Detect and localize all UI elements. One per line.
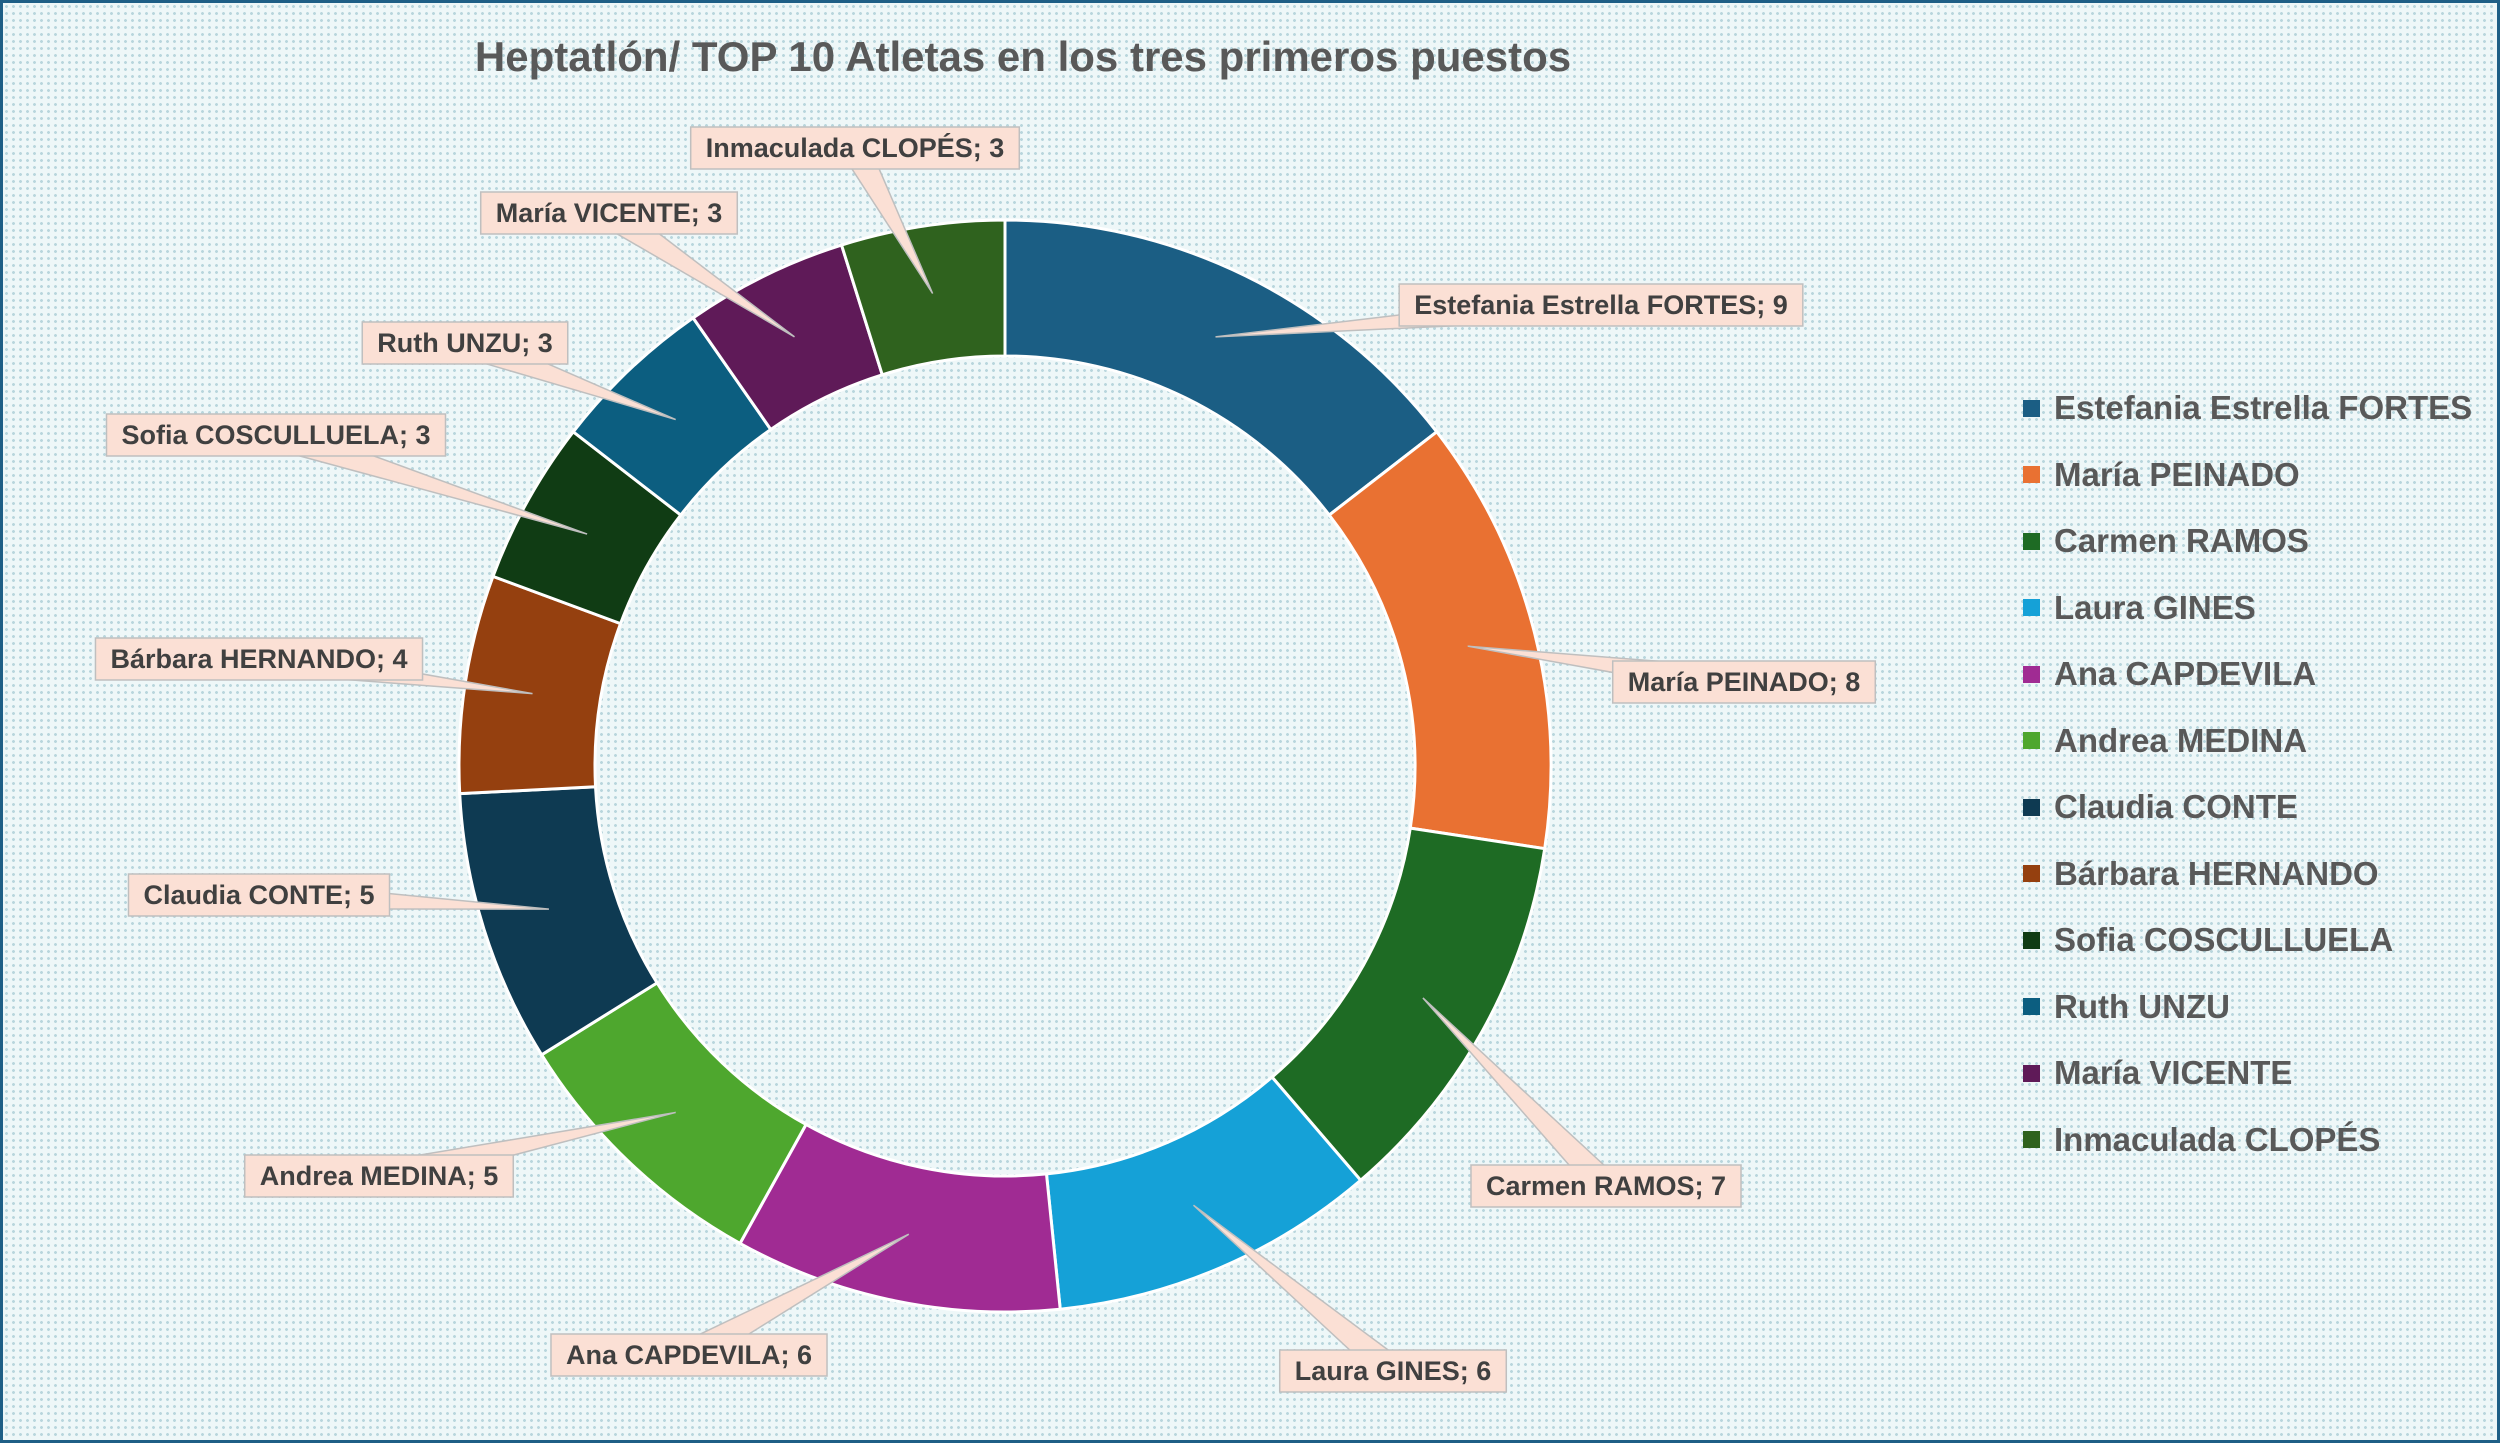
legend: Estefania Estrella FORTES María PEINADO Ca… [2023, 375, 2483, 1173]
data-label-text: Ruth UNZU; 3 [377, 328, 552, 358]
legend-label: Estefania Estrella FORTES [2054, 389, 2473, 427]
data-label-box [1611, 660, 1877, 704]
data-label-box [361, 321, 569, 365]
legend-item-estefania-estrella-fortes: Estefania Estrella FORTES [2023, 375, 2483, 442]
data-label-box [94, 637, 424, 681]
data-label-estefania-estrella-fortes: Estefania Estrella FORTES; 9 [1398, 283, 1804, 327]
slice-maria-peinado [1327, 429, 1553, 851]
legend-swatch [2023, 1131, 2040, 1149]
legend-label: Laura GINES [2054, 588, 2256, 626]
data-label-andrea-medina: Andrea MEDINA; 5 [243, 1154, 515, 1198]
data-label-maria-vicente: María VICENTE; 3 [479, 191, 739, 235]
legend-item-ruth-unzu: Ruth UNZU [2023, 974, 2483, 1041]
legend-label: María VICENTE [2054, 1054, 2293, 1092]
data-label-text: Andrea MEDINA; 5 [260, 1161, 499, 1191]
data-label-laura-gines: Laura GINES; 6 [1278, 1349, 1508, 1393]
data-label-text: Bárbara HERNANDO; 4 [110, 644, 407, 674]
data-label-box [689, 126, 1021, 170]
data-label-text: Carmen RAMOS; 7 [1486, 1171, 1726, 1201]
legend-label: María PEINADO [2054, 455, 2300, 493]
data-label-text: Estefania Estrella FORTES; 9 [1414, 290, 1788, 320]
legend-swatch [2023, 665, 2040, 683]
legend-swatch [2023, 798, 2040, 816]
data-label-inmaculada-clopes: Inmaculada CLOPÉS; 3 [689, 126, 1021, 170]
data-label-text: Ana CAPDEVILA; 6 [566, 1340, 812, 1370]
legend-swatch [2023, 532, 2040, 550]
data-label-ana-capdevila: Ana CAPDEVILA; 6 [550, 1333, 828, 1377]
legend-item-ana-capdevila: Ana CAPDEVILA [2023, 641, 2483, 708]
legend-label: Sofia COSCULLUELA [2054, 921, 2394, 959]
data-label-text: Sofia COSCULLUELA; 3 [121, 420, 430, 450]
legend-label: Bárbara HERNANDO [2054, 854, 2379, 892]
legend-item-laura-gines: Laura GINES [2023, 575, 2483, 642]
legend-swatch [2023, 865, 2040, 883]
slices-layer [457, 218, 1553, 1314]
legend-swatch [2023, 466, 2040, 484]
legend-swatch [2023, 732, 2040, 750]
legend-swatch [2023, 1064, 2040, 1082]
legend-item-barbara-hernando: Bárbara HERNANDO [2023, 841, 2483, 908]
data-label-box [479, 191, 739, 235]
data-label-box [127, 873, 391, 917]
chart-title: Heptatlón/ TOP 10 Atletas en los tres pr… [474, 33, 1572, 80]
data-label-text: Laura GINES; 6 [1295, 1356, 1492, 1386]
legend-label: Claudia CONTE [2054, 788, 2298, 826]
legend-label: Andrea MEDINA [2054, 721, 2308, 759]
data-label-box [1278, 1349, 1508, 1393]
data-label-text: Inmaculada CLOPÉS; 3 [706, 132, 1005, 163]
legend-label: Ruth UNZU [2054, 987, 2230, 1025]
legend-swatch [2023, 998, 2040, 1016]
data-label-text: María PEINADO; 8 [1628, 667, 1861, 697]
data-label-claudia-conte: Claudia CONTE; 5 [127, 873, 391, 917]
data-label-text: María VICENTE; 3 [496, 198, 723, 228]
doughnut-chart: Estefania Estrella FORTES; 9 María PEINAD… [94, 126, 1877, 1393]
legend-item-carmen-ramos: Carmen RAMOS [2023, 508, 2483, 575]
data-label-barbara-hernando: Bárbara HERNANDO; 4 [94, 637, 424, 681]
data-label-maria-peinado: María PEINADO; 8 [1611, 660, 1877, 704]
data-label-box [550, 1333, 828, 1377]
data-labels-layer: Estefania Estrella FORTES; 9 María PEINAD… [94, 126, 1877, 1393]
data-label-carmen-ramos: Carmen RAMOS; 7 [1470, 1164, 1742, 1208]
legend-item-andrea-medina: Andrea MEDINA [2023, 708, 2483, 775]
legend-swatch [2023, 399, 2040, 417]
legend-swatch [2023, 931, 2040, 949]
legend-item-inmaculada-clopes: Inmaculada CLOPÉS [2023, 1107, 2483, 1174]
data-label-box [1470, 1164, 1742, 1208]
legend-label: Carmen RAMOS [2054, 522, 2309, 560]
legend-swatch [2023, 599, 2040, 617]
slice-estefania-estrella-fortes [1003, 218, 1439, 518]
legend-item-maria-vicente: María VICENTE [2023, 1040, 2483, 1107]
data-label-text: Claudia CONTE; 5 [143, 880, 374, 910]
legend-item-maria-peinado: María PEINADO [2023, 442, 2483, 509]
legend-label: Ana CAPDEVILA [2054, 655, 2317, 693]
legend-label: Inmaculada CLOPÉS [2054, 1120, 2381, 1158]
legend-item-sofia-cosculluela: Sofia COSCULLUELA [2023, 907, 2483, 974]
data-label-box [105, 413, 447, 457]
data-label-sofia-cosculluela: Sofia COSCULLUELA; 3 [105, 413, 447, 457]
data-label-box [1398, 283, 1804, 327]
data-label-ruth-unzu: Ruth UNZU; 3 [361, 321, 569, 365]
data-label-box [243, 1154, 515, 1198]
legend-item-claudia-conte: Claudia CONTE [2023, 774, 2483, 841]
